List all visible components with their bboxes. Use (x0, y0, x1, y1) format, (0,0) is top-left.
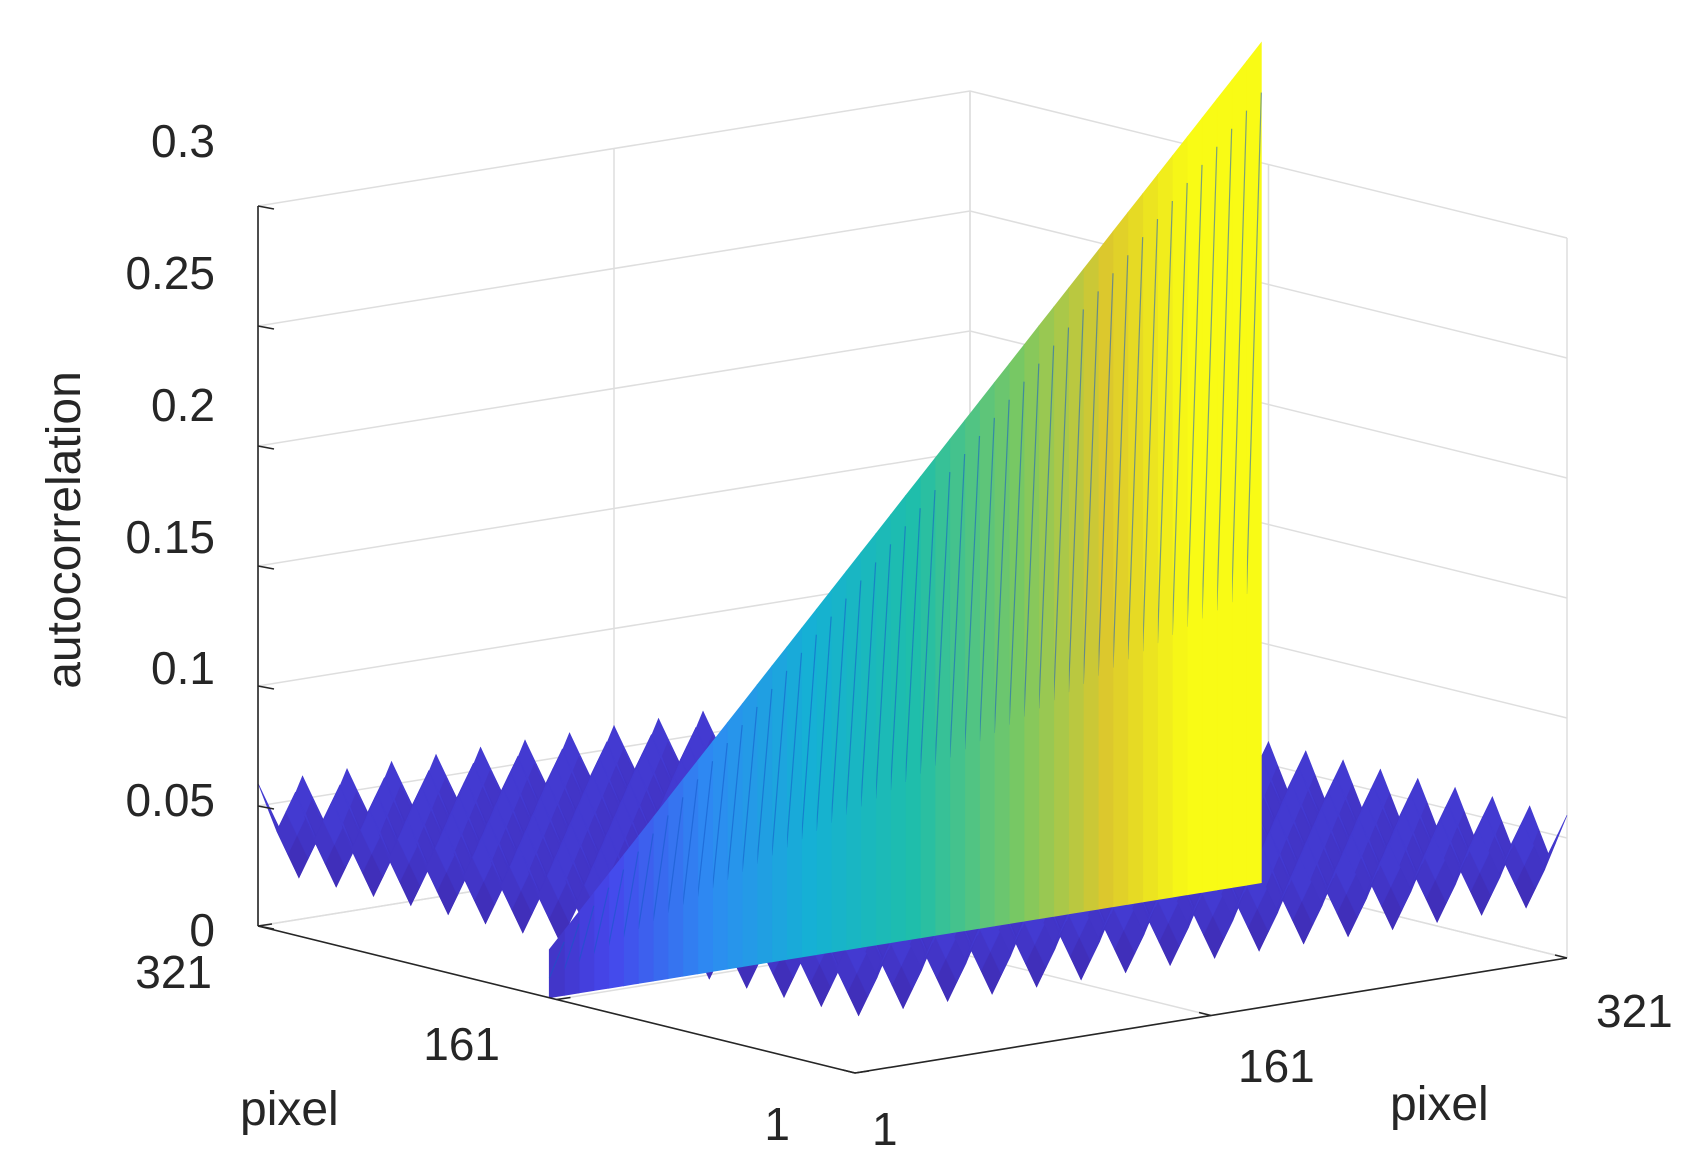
z-tick (257, 205, 275, 210)
z-tick-label: 0.05 (125, 774, 215, 826)
ridge-mesh-line (682, 779, 699, 905)
ridge-mesh-line (889, 526, 906, 791)
ridge-peak (548, 41, 1262, 999)
ridge-mesh-line (993, 399, 1010, 733)
ridge-mesh-line (711, 743, 728, 889)
ridge-mesh-line (697, 761, 714, 897)
x-axis-label: pixel (1390, 1078, 1489, 1131)
x-tick (1198, 1011, 1212, 1017)
ridge-mesh-line (578, 905, 595, 962)
y-tick-label: 161 (423, 1018, 500, 1070)
y-axis-label: pixel (240, 1083, 339, 1136)
ridge-mesh-line (771, 670, 788, 856)
z-gridline (257, 90, 1568, 239)
ridge-mesh-line (964, 435, 981, 750)
ridge-mesh-line (904, 508, 921, 782)
z-tick (257, 805, 275, 810)
z-gridline (257, 210, 1568, 359)
ridge-mesh-line (1008, 381, 1025, 725)
ridge-mesh-line (815, 616, 832, 832)
ridge-mesh-line (978, 417, 995, 742)
ridge-mesh-line (786, 652, 803, 848)
ridge-mesh-line (1186, 164, 1203, 627)
ridge-mesh-line (1171, 182, 1188, 635)
ridge-mesh-line (548, 941, 565, 979)
z-gridline (257, 330, 1568, 479)
ridge-mesh-line (1053, 327, 1070, 701)
ridge-mesh-line (1067, 309, 1084, 693)
x-tick (842, 1069, 856, 1074)
x-tick-label: 1 (872, 1103, 898, 1155)
ridge-mesh-line (637, 833, 654, 930)
z-tick-label: 0.25 (125, 247, 215, 299)
z-tick (257, 445, 275, 450)
ridge-strip (667, 778, 684, 980)
x-tick-label: 321 (1596, 985, 1673, 1037)
ridge-mesh-line (1082, 291, 1099, 684)
ridge-mesh-line (800, 634, 817, 840)
ridge-strip (637, 816, 654, 984)
ridge-mesh-line (1038, 345, 1055, 709)
x-tick-label: 161 (1238, 1040, 1315, 1092)
y-tick (854, 1070, 870, 1074)
ridge-mesh-line (1216, 128, 1233, 611)
ridge-mesh-line (1156, 200, 1173, 644)
ridge-mesh-line (726, 724, 743, 881)
ridge-mesh-line (845, 580, 862, 815)
z-tick-label: 0 (189, 904, 215, 956)
ridge-strip (548, 929, 565, 999)
ridge-mesh-line (1112, 255, 1129, 668)
ridge-mesh-line (860, 562, 877, 807)
ridge-mesh-line (1023, 363, 1040, 717)
z-tick-label: 0.2 (151, 379, 215, 431)
ridge-mesh-line (563, 923, 580, 971)
ridge-mesh-line (919, 490, 936, 774)
z-tick-label: 0.15 (125, 511, 215, 563)
ridge-strip (593, 873, 610, 991)
z-tick-label: 0.3 (151, 115, 215, 167)
z-axis-label: autocorrelation (38, 371, 91, 689)
ridge-strip (623, 835, 639, 987)
ridge-mesh-line (608, 869, 625, 946)
z-tick (257, 325, 275, 330)
ridge-mesh-line (1142, 219, 1159, 652)
z-tick-label: 0.1 (151, 642, 215, 694)
z-tick (257, 685, 275, 690)
x-tick (1554, 954, 1568, 959)
ridge-mesh-line (741, 706, 758, 872)
ridge-mesh-line (667, 797, 684, 913)
ridge-mesh-line (830, 598, 847, 823)
ridge-mesh-line (756, 688, 773, 864)
ridge-mesh-line (1097, 273, 1114, 676)
ridge-mesh-line (593, 887, 610, 954)
y-tick-label: 1 (764, 1098, 790, 1150)
axes (257, 205, 1568, 1074)
ridge-mesh-line (622, 851, 639, 938)
ridge-mesh-line (1245, 92, 1262, 595)
y-tick (556, 996, 571, 1001)
y-tick-label: 321 (135, 946, 212, 998)
ridge-mesh-line (652, 815, 669, 921)
ridge-strip (652, 797, 669, 982)
ridge-mesh-line (934, 472, 951, 766)
z-tick (257, 565, 275, 570)
ridge-strip (608, 854, 624, 989)
z-tick (257, 925, 275, 930)
y-tick (257, 923, 273, 927)
ridge-mesh-line (1127, 237, 1144, 660)
ridge-mesh-line (1201, 146, 1218, 619)
ridge-mesh-line (875, 544, 892, 799)
ridge-mesh-line (949, 453, 966, 758)
ridge-mesh-line (1231, 110, 1248, 603)
